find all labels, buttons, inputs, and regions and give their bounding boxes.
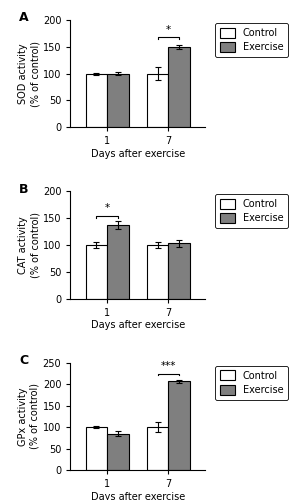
Bar xyxy=(107,225,129,298)
Bar xyxy=(147,74,168,127)
Y-axis label: GPx activity
(% of control): GPx activity (% of control) xyxy=(18,384,40,450)
Text: *: * xyxy=(166,25,171,35)
Bar xyxy=(168,47,190,127)
Legend: Control, Exercise: Control, Exercise xyxy=(215,366,288,400)
Bar xyxy=(147,245,168,298)
Y-axis label: SOD activity
(% of control): SOD activity (% of control) xyxy=(18,40,40,106)
Legend: Control, Exercise: Control, Exercise xyxy=(215,194,288,228)
Bar xyxy=(168,382,190,470)
X-axis label: Days after exercise: Days after exercise xyxy=(91,492,185,500)
Text: A: A xyxy=(19,12,29,24)
Bar xyxy=(107,434,129,470)
Legend: Control, Exercise: Control, Exercise xyxy=(215,22,288,57)
Y-axis label: CAT activity
(% of control): CAT activity (% of control) xyxy=(18,212,40,278)
Text: B: B xyxy=(19,183,29,196)
Bar xyxy=(86,427,107,470)
Text: *: * xyxy=(105,204,110,214)
Text: ***: *** xyxy=(161,362,176,372)
X-axis label: Days after exercise: Days after exercise xyxy=(91,320,185,330)
Text: C: C xyxy=(19,354,28,368)
Bar xyxy=(107,74,129,127)
Bar xyxy=(168,244,190,298)
Bar xyxy=(147,427,168,470)
X-axis label: Days after exercise: Days after exercise xyxy=(91,149,185,159)
Bar xyxy=(86,245,107,298)
Bar xyxy=(86,74,107,127)
